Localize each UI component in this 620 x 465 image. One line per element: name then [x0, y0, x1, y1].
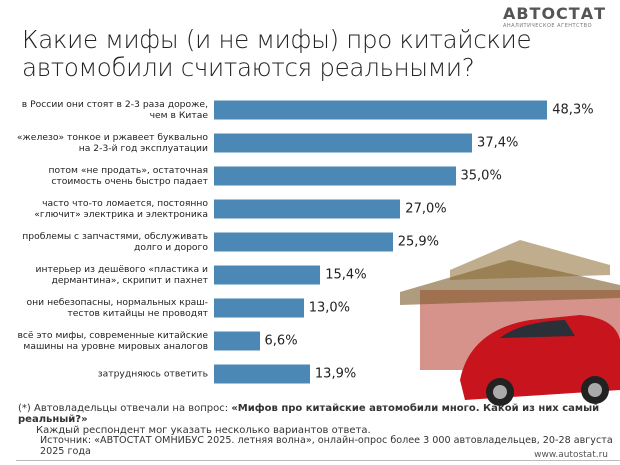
value-label: 35,0%: [460, 168, 502, 184]
brand-name: АВТОСТАТ: [502, 4, 606, 23]
bar: [214, 133, 473, 153]
value-label: 48,3%: [552, 102, 594, 118]
chart-title: Какие мифы (и не мифы) про китайские авт…: [22, 25, 532, 82]
title-line: Какие мифы (и не мифы) про китайские: [22, 25, 532, 54]
website: www.autostat.ru: [534, 450, 608, 460]
value-label: 15,4%: [325, 267, 367, 283]
bar: [214, 199, 401, 219]
category-label: интерьер из дешёвого «пластика и дермант…: [35, 264, 208, 286]
value-label: 6,6%: [264, 333, 298, 349]
footnote-text: Каждый респондент мог указать несколько …: [36, 425, 371, 436]
category-label: «железо» тонкое и ржавеет буквально на 2…: [16, 132, 208, 154]
bar: [214, 232, 393, 252]
category-label: в России они стоят в 2-3 раза дороже, че…: [21, 99, 208, 121]
bar: [214, 166, 456, 186]
bar: [214, 265, 321, 285]
category-label: они небезопасны, нормальных краш-тестов …: [26, 297, 208, 319]
value-label: 25,9%: [397, 234, 440, 250]
category-label: всё это мифы, современные китайские маши…: [17, 330, 208, 352]
illustration: [400, 240, 620, 406]
bar: [214, 331, 260, 351]
value-label: 27,0%: [405, 201, 447, 217]
bar: [214, 100, 548, 120]
value-label: 13,9%: [314, 366, 357, 382]
value-label: 13,0%: [308, 300, 350, 316]
logo: АВТОСТАТ АНАЛИТИЧЕСКОЕ АГЕНТСТВО: [503, 4, 606, 29]
category-label: часто что-то ломается, постоянно «глючит…: [34, 198, 208, 220]
category-label: потом «не продать», остаточная стоимость…: [48, 165, 208, 187]
bar: [214, 364, 310, 384]
brand-tagline: АНАЛИТИЧЕСКОЕ АГЕНТСТВО: [502, 23, 593, 29]
bar: [214, 298, 304, 318]
divider: [16, 460, 620, 461]
footnote-question: «Мифов про китайские автомобили много. К…: [18, 403, 600, 425]
title-line: автомобили считаются реальными?: [22, 53, 475, 82]
footnote-text: (*) Автовладельцы отвечали на вопрос:: [18, 403, 229, 414]
source: Источник: «АВТОСТАТ ОМНИБУС 2025. летняя…: [40, 435, 613, 457]
category-label: проблемы с запчастями, обслуживать долго…: [22, 231, 208, 253]
footnote: (*) Автовладельцы отвечали на вопрос: «М…: [18, 403, 608, 436]
value-label: 37,4%: [477, 135, 519, 151]
category-label: затрудняюсь ответить: [97, 368, 208, 380]
